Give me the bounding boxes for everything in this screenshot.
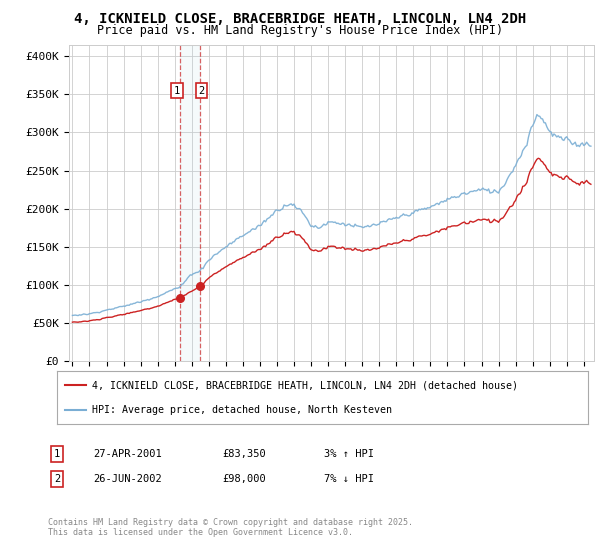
Text: 4, ICKNIELD CLOSE, BRACEBRIDGE HEATH, LINCOLN, LN4 2DH (detached house): 4, ICKNIELD CLOSE, BRACEBRIDGE HEATH, LI… (92, 380, 518, 390)
Text: £83,350: £83,350 (222, 449, 266, 459)
Text: 2: 2 (198, 86, 205, 96)
Text: 1: 1 (174, 86, 180, 96)
Text: 2: 2 (54, 474, 60, 484)
Text: 7% ↓ HPI: 7% ↓ HPI (324, 474, 374, 484)
Text: Contains HM Land Registry data © Crown copyright and database right 2025.
This d: Contains HM Land Registry data © Crown c… (48, 518, 413, 538)
Text: 4, ICKNIELD CLOSE, BRACEBRIDGE HEATH, LINCOLN, LN4 2DH: 4, ICKNIELD CLOSE, BRACEBRIDGE HEATH, LI… (74, 12, 526, 26)
Text: Price paid vs. HM Land Registry's House Price Index (HPI): Price paid vs. HM Land Registry's House … (97, 24, 503, 37)
Text: HPI: Average price, detached house, North Kesteven: HPI: Average price, detached house, Nort… (92, 404, 392, 414)
Text: £98,000: £98,000 (222, 474, 266, 484)
Text: 1: 1 (54, 449, 60, 459)
Text: 26-JUN-2002: 26-JUN-2002 (93, 474, 162, 484)
Text: 27-APR-2001: 27-APR-2001 (93, 449, 162, 459)
Text: 3% ↑ HPI: 3% ↑ HPI (324, 449, 374, 459)
Bar (180, 45, 200, 361)
